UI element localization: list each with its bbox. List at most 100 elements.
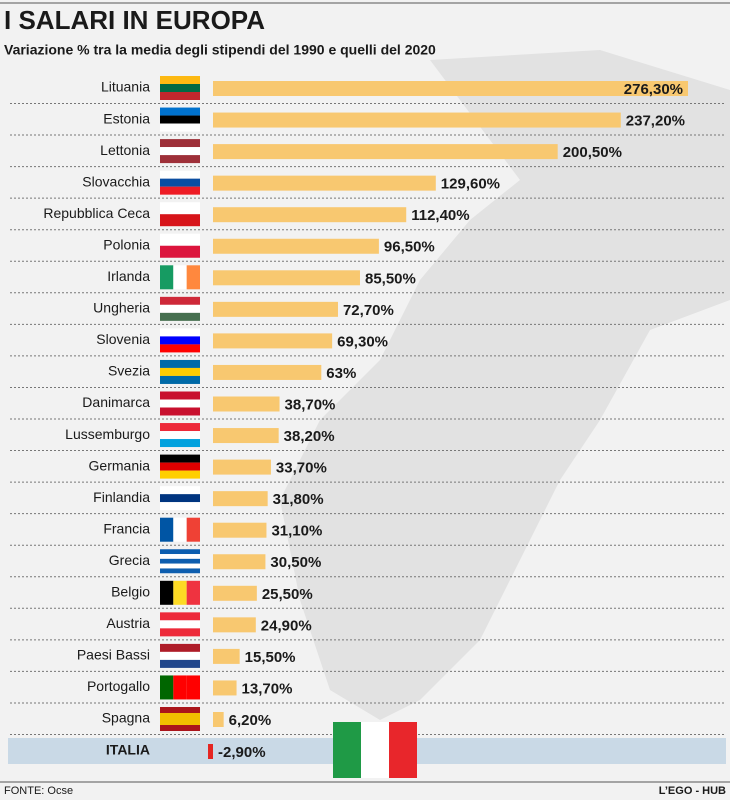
flag-stripe xyxy=(160,84,200,92)
flag-stripe xyxy=(160,123,200,132)
bar xyxy=(213,81,688,96)
flag-stripe xyxy=(173,517,187,542)
flag-stripe xyxy=(160,399,200,408)
flag-stripe xyxy=(160,336,200,345)
bar xyxy=(213,648,240,664)
category-label: Danimarca xyxy=(82,394,150,410)
category-label: Paesi Bassi xyxy=(77,647,150,663)
flag-stripe xyxy=(173,265,187,290)
flag-stripe xyxy=(160,296,200,305)
flag-stripe xyxy=(160,563,200,569)
value-label: 276,30% xyxy=(624,81,683,98)
flag-stripe xyxy=(160,628,200,637)
bar xyxy=(213,238,379,254)
bar xyxy=(213,680,237,696)
bar xyxy=(213,428,279,444)
flag-stripe xyxy=(186,675,200,700)
flag-stripe xyxy=(160,186,200,195)
flag-stripe xyxy=(160,558,200,564)
value-label: -2,90% xyxy=(218,744,266,761)
category-label: Lettonia xyxy=(100,142,150,158)
bar xyxy=(213,554,266,570)
flag-stripe xyxy=(160,719,200,725)
flag-stripe xyxy=(160,494,200,503)
bar xyxy=(213,491,268,507)
category-label: Polonia xyxy=(103,236,150,252)
flag-stripe xyxy=(160,643,200,652)
category-label: Irlanda xyxy=(107,268,150,284)
bar xyxy=(213,459,271,475)
category-label: Austria xyxy=(106,615,150,631)
bar xyxy=(213,144,558,160)
flag-stripe xyxy=(160,431,200,440)
flag-stripe xyxy=(160,155,200,164)
flag-stripe xyxy=(160,454,200,463)
flag-stripe xyxy=(160,612,200,621)
category-label: Finlandia xyxy=(93,489,150,505)
value-label: 72,70% xyxy=(343,302,394,319)
category-label: Slovenia xyxy=(96,331,150,347)
flag-stripe xyxy=(160,502,200,511)
flag-stripe xyxy=(160,202,200,215)
flag-stripe xyxy=(160,580,174,605)
value-label: 112,40% xyxy=(411,207,469,224)
flag-stripe xyxy=(160,568,200,574)
bar xyxy=(208,744,213,759)
flag-stripe xyxy=(160,367,200,376)
value-label: 96,50% xyxy=(384,239,435,256)
flag-stripe xyxy=(160,328,200,337)
value-label: 237,20% xyxy=(626,113,685,130)
flag-stripe xyxy=(160,304,200,313)
flag-stripe xyxy=(160,178,200,187)
value-label: 85,50% xyxy=(365,270,416,287)
category-label: Ungheria xyxy=(93,300,150,316)
flag-stripe xyxy=(160,423,200,432)
value-label: 129,60% xyxy=(441,176,500,193)
flag-stripe xyxy=(173,580,187,605)
category-label: Francia xyxy=(103,520,150,536)
flag-stripe xyxy=(160,92,200,100)
flag-stripe xyxy=(160,391,200,400)
flag-stripe xyxy=(160,651,200,660)
value-label: 13,70% xyxy=(242,680,293,697)
flag-stripe xyxy=(160,517,174,542)
flag-stripe xyxy=(160,139,200,148)
flag-stripe xyxy=(173,675,187,700)
flag-stripe xyxy=(160,245,200,258)
value-label: 38,70% xyxy=(285,396,336,413)
category-label: Lituania xyxy=(101,79,150,95)
flag-stripe xyxy=(160,554,200,559)
flag-stripe xyxy=(160,725,200,731)
flag-stripe xyxy=(160,713,200,719)
flag-stripe xyxy=(160,170,200,179)
bar xyxy=(213,207,407,223)
flag-stripe xyxy=(160,76,200,84)
flag-stripe xyxy=(186,265,200,290)
bar xyxy=(213,364,322,380)
flag-stripe xyxy=(160,439,200,448)
value-label: 24,90% xyxy=(261,617,312,634)
flag-stripe xyxy=(160,620,200,629)
chart-subtitle: Variazione % tra la media degli stipendi… xyxy=(4,42,436,58)
flag-stripe xyxy=(160,486,200,495)
value-label: 25,50% xyxy=(262,586,313,603)
flag-stripe xyxy=(160,359,200,368)
bar xyxy=(213,175,436,191)
value-label: 69,30% xyxy=(337,333,388,350)
value-label: 30,50% xyxy=(270,554,321,571)
chart-title: I SALARI IN EUROPA xyxy=(4,5,265,35)
category-label: Svezia xyxy=(108,363,150,379)
flag-stripe xyxy=(160,549,200,555)
bar xyxy=(213,396,280,412)
flag-stripe xyxy=(160,659,200,668)
bar xyxy=(213,585,257,601)
flag-stripe xyxy=(160,147,200,156)
flag-stripe xyxy=(160,462,200,471)
category-label: Lussemburgo xyxy=(65,426,150,442)
bar xyxy=(213,301,338,317)
value-label: 38,20% xyxy=(284,428,335,445)
flag-stripe xyxy=(160,344,200,353)
value-label: 63% xyxy=(326,365,356,382)
flag-stripe xyxy=(160,312,200,321)
